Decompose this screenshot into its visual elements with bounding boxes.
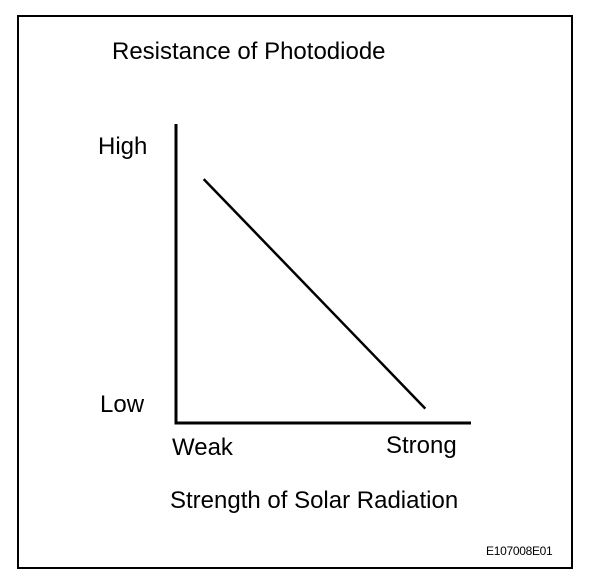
x-axis-label: Strength of Solar Radiation <box>170 487 459 514</box>
y-tick-label-low: Low <box>100 391 145 418</box>
plot-area <box>174 124 471 425</box>
series-layer <box>202 178 427 410</box>
figure-frame: Resistance of Photodiode High Low Weak S… <box>17 15 573 569</box>
x-tick-label-weak: Weak <box>172 434 233 461</box>
series-line-0 <box>202 178 427 410</box>
figure-code: E107008E01 <box>486 544 553 558</box>
chart-title: Resistance of Photodiode <box>112 38 386 65</box>
x-tick-label-strong: Strong <box>386 432 457 459</box>
y-tick-label-high: High <box>98 133 148 160</box>
